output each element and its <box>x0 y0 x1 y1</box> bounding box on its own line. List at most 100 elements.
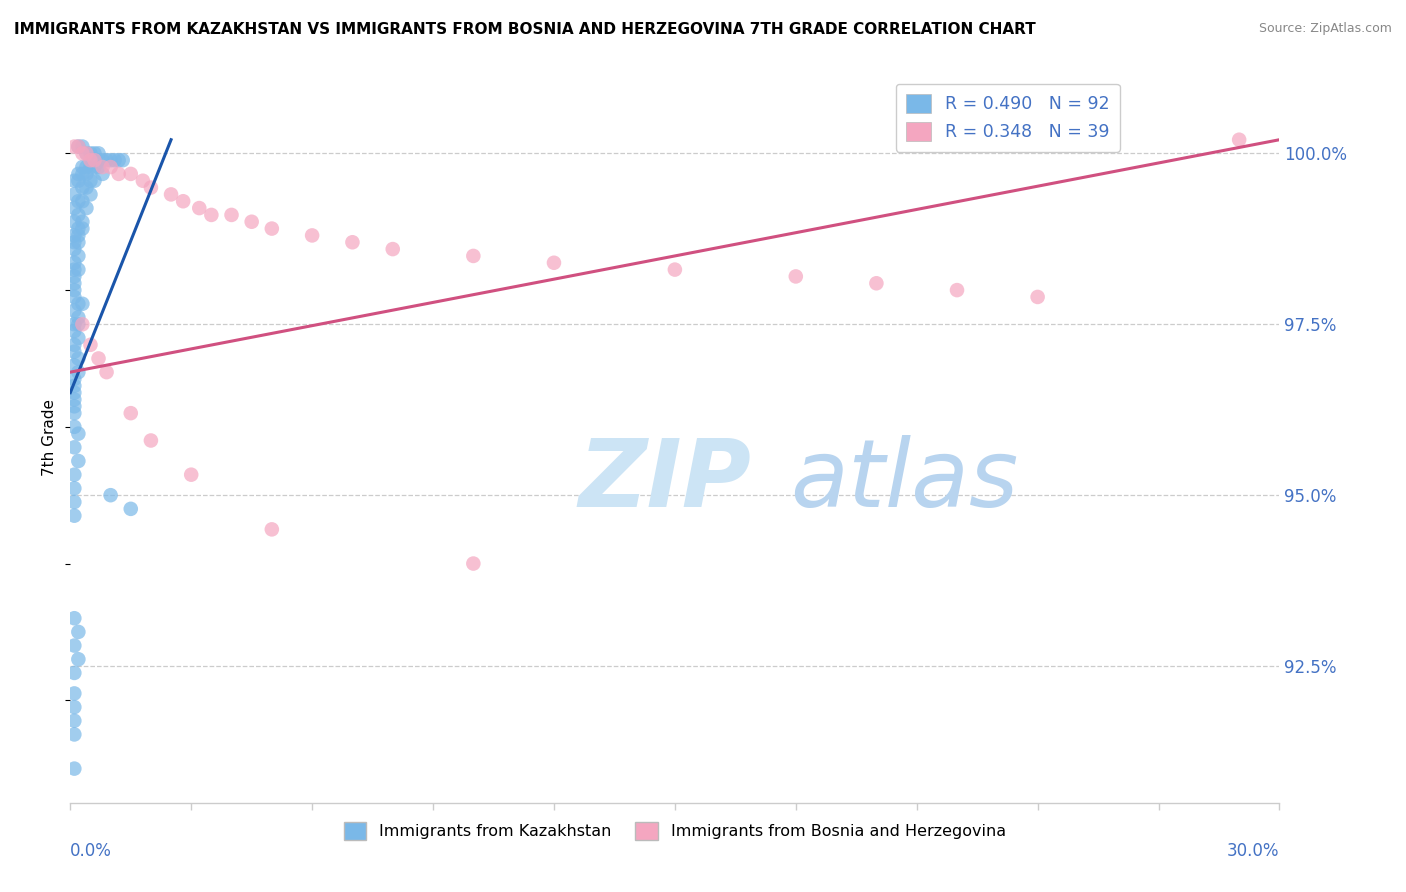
Point <box>83 174 105 188</box>
Point <box>67 139 90 153</box>
Text: atlas: atlas <box>790 435 1018 526</box>
Point <box>75 146 97 161</box>
Point <box>139 180 162 194</box>
Legend: Immigrants from Kazakhstan, Immigrants from Bosnia and Herzegovina: Immigrants from Kazakhstan, Immigrants f… <box>337 816 1012 846</box>
Point <box>63 392 86 407</box>
Point <box>67 139 90 153</box>
Point <box>96 365 118 379</box>
Point <box>79 338 101 352</box>
Point <box>67 365 90 379</box>
Point <box>63 215 86 229</box>
Point <box>72 146 94 161</box>
Point <box>67 454 90 468</box>
Point <box>111 153 134 168</box>
Point <box>83 153 105 168</box>
Point <box>67 194 90 209</box>
Point <box>260 522 283 536</box>
Point <box>260 221 283 235</box>
Point <box>91 160 114 174</box>
Point <box>63 467 86 482</box>
Point <box>72 180 94 194</box>
Point <box>301 228 323 243</box>
Point <box>63 256 86 270</box>
Point <box>63 174 86 188</box>
Point <box>72 160 94 174</box>
Point <box>67 262 90 277</box>
Point <box>67 624 90 639</box>
Point <box>63 262 86 277</box>
Point <box>100 488 122 502</box>
Point <box>63 324 86 338</box>
Point <box>543 256 565 270</box>
Point <box>63 686 86 700</box>
Point <box>75 180 97 194</box>
Point <box>63 406 86 420</box>
Point <box>72 297 94 311</box>
Point <box>221 208 243 222</box>
Point <box>63 700 86 714</box>
Point <box>120 167 142 181</box>
Point <box>75 167 97 181</box>
Point <box>132 174 155 188</box>
Point <box>463 557 485 571</box>
Point <box>63 762 86 776</box>
Y-axis label: 7th Grade: 7th Grade <box>42 399 58 475</box>
Point <box>75 160 97 174</box>
Point <box>63 639 86 653</box>
Point <box>63 235 86 250</box>
Point <box>83 160 105 174</box>
Point <box>83 146 105 161</box>
Point <box>63 303 86 318</box>
Point <box>72 318 94 332</box>
Point <box>172 194 194 209</box>
Point <box>87 146 110 161</box>
Point <box>72 139 94 153</box>
Point <box>63 611 86 625</box>
Point <box>63 714 86 728</box>
Point <box>1227 133 1250 147</box>
Point <box>67 331 90 345</box>
Point <box>100 153 122 168</box>
Point <box>91 153 114 168</box>
Point <box>63 283 86 297</box>
Point <box>188 201 211 215</box>
Point <box>67 167 90 181</box>
Point <box>63 481 86 495</box>
Point <box>63 440 86 454</box>
Point <box>785 269 807 284</box>
Point <box>107 167 129 181</box>
Point <box>79 153 101 168</box>
Point <box>67 297 90 311</box>
Point <box>63 228 86 243</box>
Point <box>72 194 94 209</box>
Point <box>180 467 202 482</box>
Point <box>91 167 114 181</box>
Point <box>67 235 90 250</box>
Point <box>63 277 86 291</box>
Point <box>200 208 222 222</box>
Point <box>865 277 887 291</box>
Point <box>463 249 485 263</box>
Text: ZIP: ZIP <box>578 435 751 527</box>
Point <box>79 187 101 202</box>
Point <box>67 221 90 235</box>
Point <box>67 249 90 263</box>
Point <box>87 351 110 366</box>
Point <box>63 665 86 680</box>
Point <box>342 235 364 250</box>
Point <box>63 139 86 153</box>
Text: 30.0%: 30.0% <box>1227 842 1279 860</box>
Point <box>160 187 183 202</box>
Point <box>63 400 86 414</box>
Point <box>63 359 86 373</box>
Text: 0.0%: 0.0% <box>70 842 112 860</box>
Point <box>120 501 142 516</box>
Point <box>67 228 90 243</box>
Point <box>63 508 86 523</box>
Text: Source: ZipAtlas.com: Source: ZipAtlas.com <box>1258 22 1392 36</box>
Point <box>139 434 162 448</box>
Point <box>63 269 86 284</box>
Point <box>79 174 101 188</box>
Point <box>63 338 86 352</box>
Point <box>67 351 90 366</box>
